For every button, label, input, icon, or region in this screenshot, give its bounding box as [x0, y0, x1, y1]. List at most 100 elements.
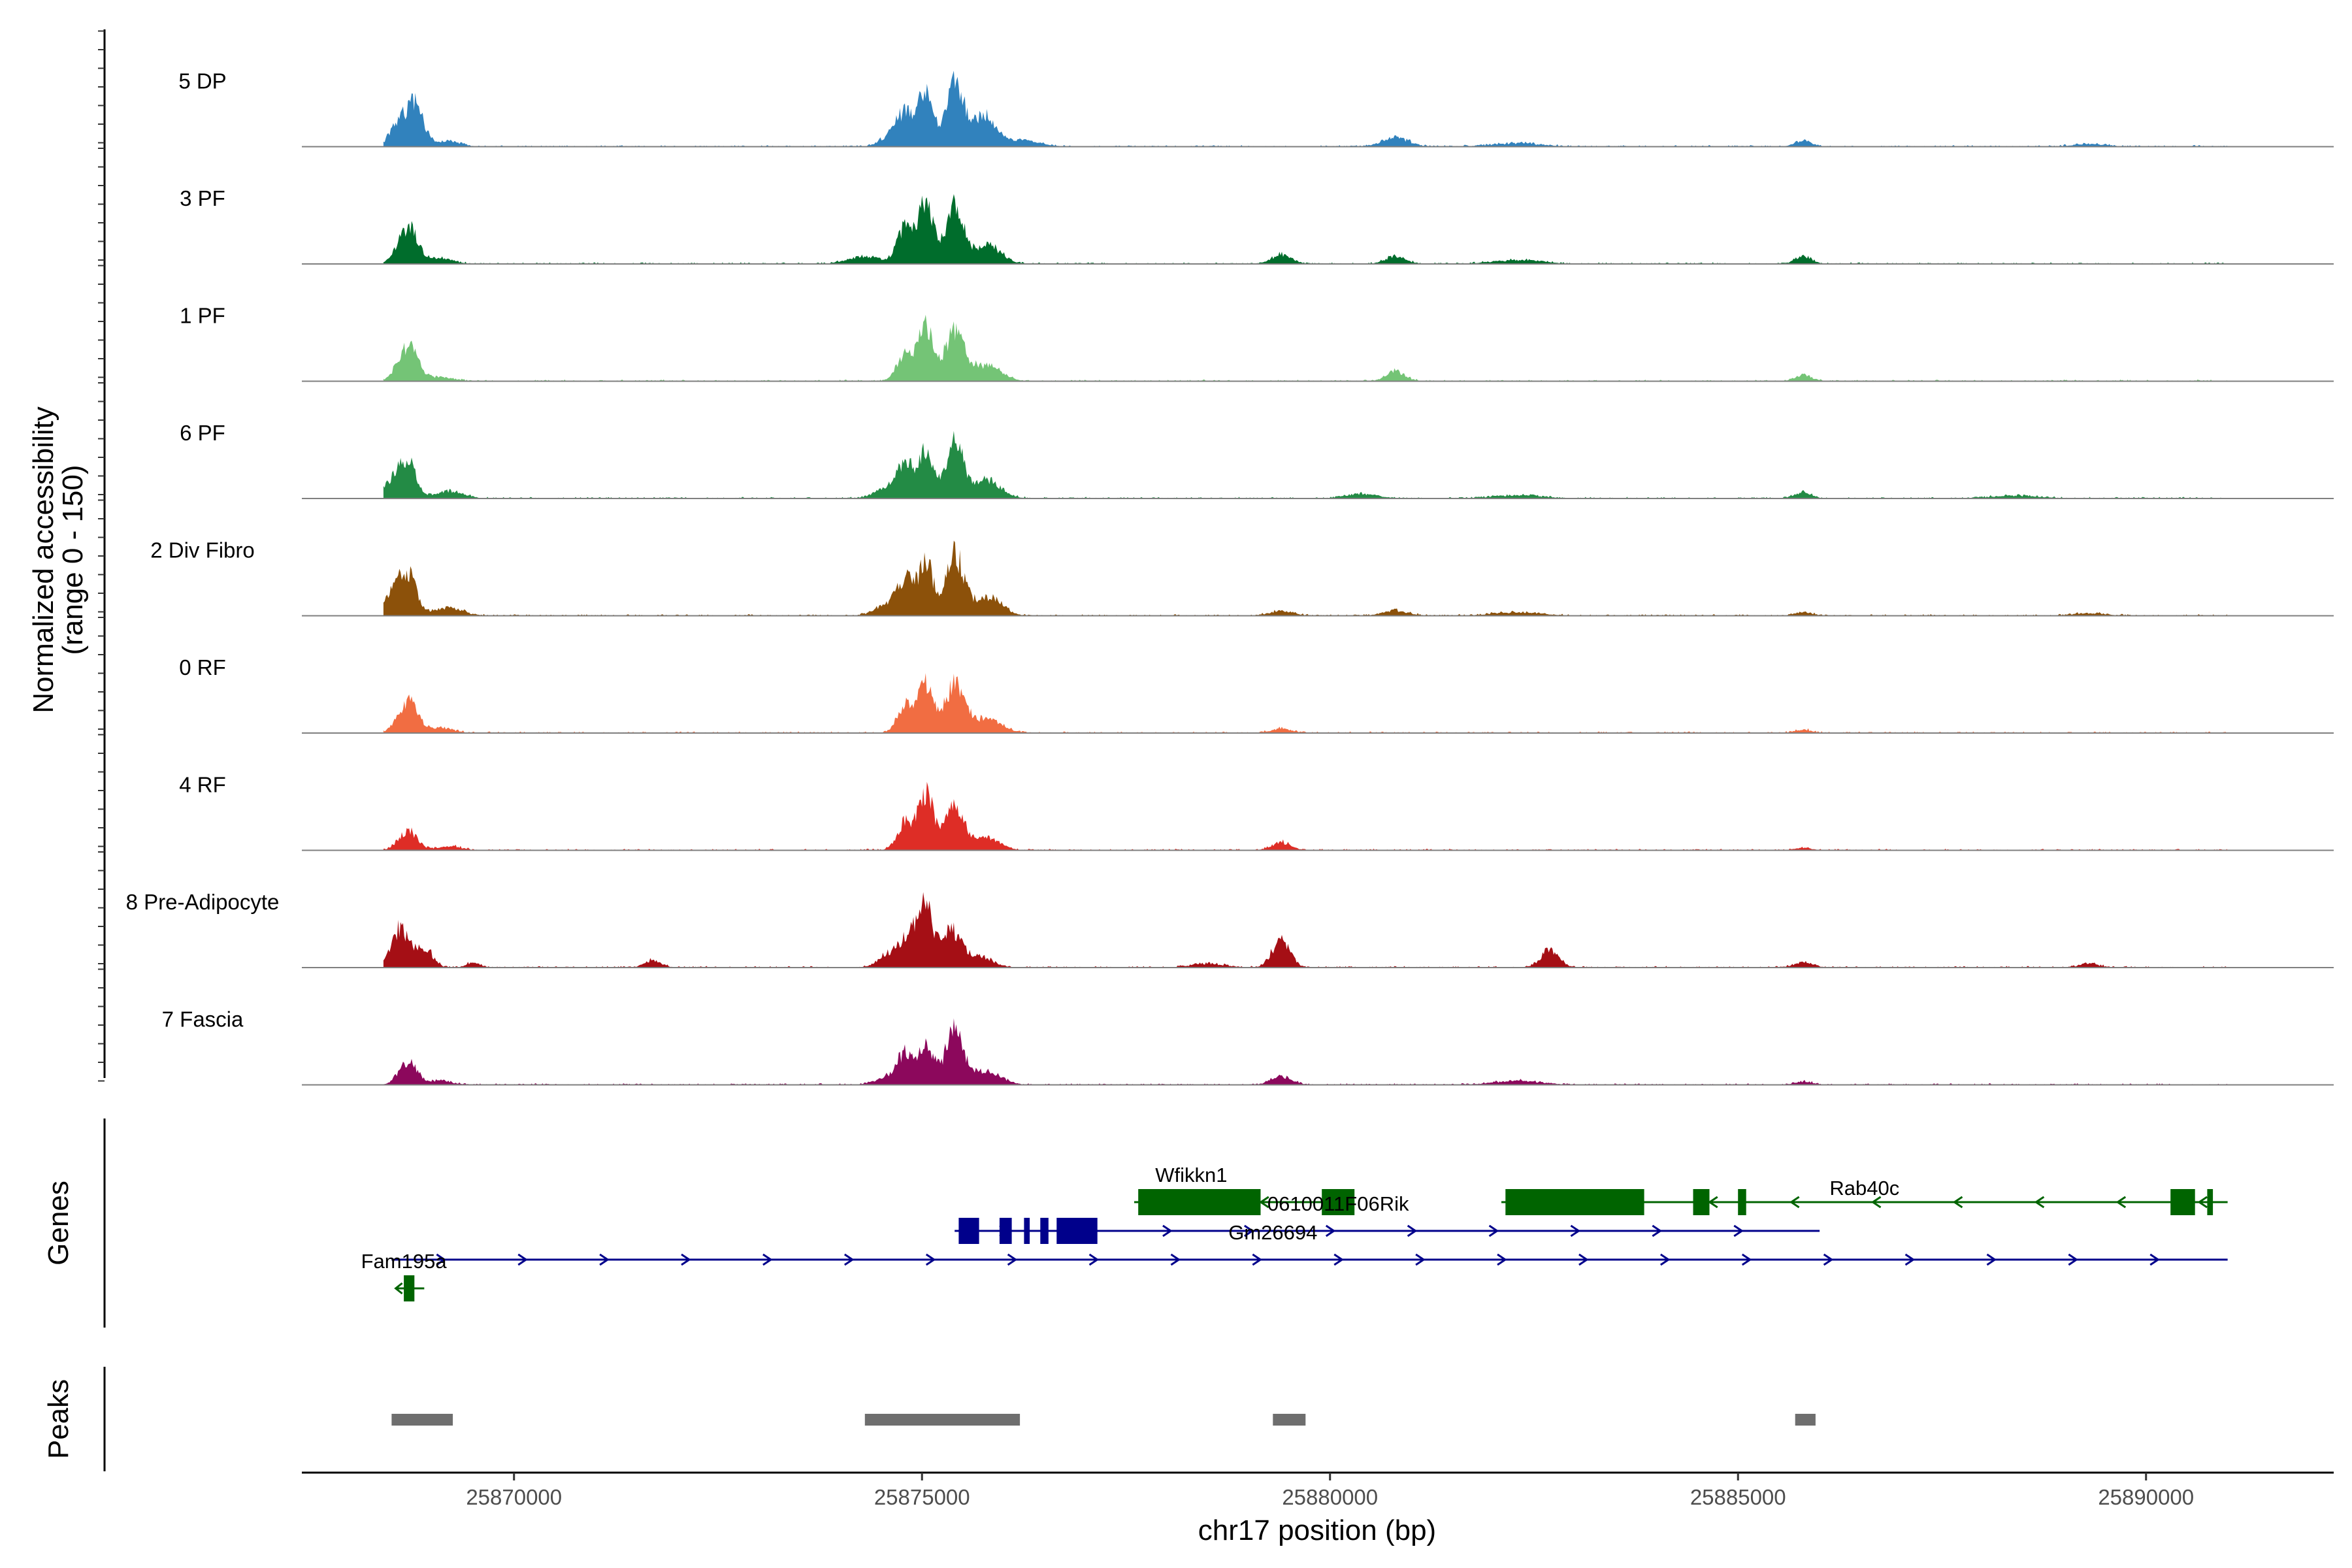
- strand-arrow: [1170, 1253, 1181, 1266]
- peak-region: [1795, 1414, 1816, 1426]
- track-1-pf: 1 PF: [180, 304, 2334, 382]
- strand-arrow: [1259, 1196, 1269, 1209]
- x-tick-label: 25880000: [1282, 1485, 1378, 1509]
- peak-regions: [391, 1414, 1816, 1426]
- strand-arrow: [436, 1253, 447, 1266]
- track-8-pre-adipocyte: 8 Pre-Adipocyte: [126, 890, 2334, 968]
- strand-arrow: [681, 1253, 691, 1266]
- gene-label: Fam195a: [361, 1250, 448, 1273]
- y-axis-title-line2: (range 0 - 150): [57, 465, 89, 655]
- gene-label: Rab40c: [1829, 1177, 1899, 1200]
- strand-arrow: [843, 1253, 855, 1266]
- coverage-tracks: 5 DP 3 PF 1 PF 6 PF 2 Div Fibro 0 RF 4 RF 8 Pre…: [126, 69, 2334, 1086]
- peak-region: [391, 1414, 453, 1426]
- strand-arrow: [1870, 1196, 1882, 1209]
- strand-arrow: [1325, 1224, 1336, 1237]
- strand-arrow: [1252, 1253, 1263, 1266]
- gene-exon: [2170, 1189, 2195, 1215]
- strand-arrow: [1088, 1253, 1100, 1266]
- track-7-fascia: 7 Fascia: [162, 1007, 2334, 1086]
- strand-arrow: [2068, 1253, 2079, 1266]
- coverage-area-4-rf: [383, 781, 2228, 851]
- gene-exon: [958, 1218, 979, 1244]
- gene-label: 0610011F06Rik: [1267, 1192, 1409, 1215]
- x-tick-label: 25875000: [874, 1485, 970, 1509]
- strand-arrow: [1007, 1253, 1018, 1266]
- track-5-dp: 5 DP: [178, 69, 2334, 148]
- gene-wfikkn1: Wfikkn1: [1134, 1164, 1355, 1215]
- gene-exon: [1693, 1189, 1710, 1215]
- strand-arrow: [1986, 1253, 1997, 1266]
- x-axis-title: chr17 position (bp): [1198, 1514, 1436, 1546]
- track-label: 8 Pre-Adipocyte: [126, 890, 280, 914]
- strand-arrow: [762, 1253, 773, 1266]
- gene-annotations: Wfikkn1 Rab40c 0610011F06Rik Gm26694 Fam195a: [361, 1164, 2228, 1301]
- track-label: 7 Fascia: [162, 1007, 244, 1032]
- strand-arrow: [2115, 1196, 2127, 1209]
- gene-exon: [1056, 1218, 1098, 1244]
- gene-exon: [404, 1275, 415, 1301]
- track-label: 5 DP: [178, 69, 226, 93]
- strand-arrow: [394, 1282, 403, 1295]
- peaks-panel-label: Peaks: [42, 1379, 74, 1459]
- coverage-area-2-div-fibro: [383, 540, 2228, 616]
- gene-gm26694: Gm26694: [391, 1221, 2228, 1266]
- x-tick-label: 25890000: [2098, 1485, 2194, 1509]
- gene-exon: [999, 1218, 1012, 1244]
- coverage-area-8-pre-adipocyte: [383, 892, 2228, 968]
- strand-arrow: [1741, 1253, 1752, 1266]
- track-6-pf: 6 PF: [180, 421, 2334, 499]
- strand-arrow: [599, 1253, 610, 1266]
- track-2-div-fibro: 2 Div Fibro: [150, 538, 2334, 617]
- gene-exon: [1040, 1218, 1049, 1244]
- strand-arrow: [2034, 1196, 2045, 1209]
- gene-exon: [1738, 1189, 1746, 1215]
- gene-exon: [1024, 1218, 1030, 1244]
- gene-label: Gm26694: [1228, 1221, 1317, 1244]
- coverage-area-6-pf: [383, 431, 2228, 498]
- gene-rab40c: Rab40c: [1501, 1177, 2228, 1215]
- coverage-area-5-dp: [383, 71, 2228, 147]
- strand-arrow: [1823, 1253, 1834, 1266]
- strand-arrow: [1789, 1196, 1800, 1209]
- coverage-y-axis-ticks: [98, 30, 105, 1082]
- peak-region: [1273, 1414, 1306, 1426]
- strand-arrow: [925, 1253, 936, 1266]
- strand-arrow: [1904, 1253, 1916, 1266]
- x-tick-label: 25870000: [466, 1485, 562, 1509]
- strand-arrow: [1497, 1253, 1507, 1266]
- strand-arrow: [2149, 1253, 2160, 1266]
- gene-fam195a: Fam195a: [361, 1250, 448, 1301]
- strand-arrow: [2197, 1196, 2208, 1209]
- gene-0610011f06rik: 0610011F06Rik: [955, 1192, 1820, 1244]
- strand-arrow: [1578, 1253, 1589, 1266]
- coverage-area-0-rf: [383, 673, 2228, 733]
- strand-arrow: [1570, 1224, 1581, 1237]
- strand-arrow: [1244, 1224, 1254, 1237]
- track-label: 3 PF: [180, 186, 225, 210]
- strand-arrow: [1333, 1253, 1344, 1266]
- track-label: 2 Div Fibro: [150, 538, 255, 563]
- strand-arrow: [517, 1253, 528, 1266]
- strand-arrow: [1652, 1224, 1663, 1237]
- track-4-rf: 4 RF: [179, 773, 2334, 851]
- strand-arrow: [1659, 1253, 1671, 1266]
- strand-arrow: [1708, 1196, 1718, 1209]
- y-axis-title-line1: Normalized accessibility: [27, 406, 59, 713]
- coverage-area-7-fascia: [383, 1018, 2228, 1085]
- track-label: 4 RF: [179, 773, 226, 797]
- track-3-pf: 3 PF: [180, 186, 2334, 265]
- gene-exon: [1138, 1189, 1261, 1215]
- strand-arrow: [1162, 1224, 1173, 1237]
- coverage-area-3-pf: [383, 194, 2228, 264]
- gene-exon: [1505, 1189, 1644, 1215]
- track-label: 6 PF: [180, 421, 225, 445]
- strand-arrow: [1952, 1196, 1963, 1209]
- x-tick-label: 25885000: [1690, 1485, 1786, 1509]
- strand-arrow: [1407, 1224, 1418, 1237]
- strand-arrow: [1488, 1224, 1499, 1237]
- x-axis-ticks: 25870000 25875000 25880000 25885000 25890000: [466, 1473, 2194, 1509]
- gene-exon: [1322, 1189, 1355, 1215]
- peak-region: [864, 1414, 1021, 1426]
